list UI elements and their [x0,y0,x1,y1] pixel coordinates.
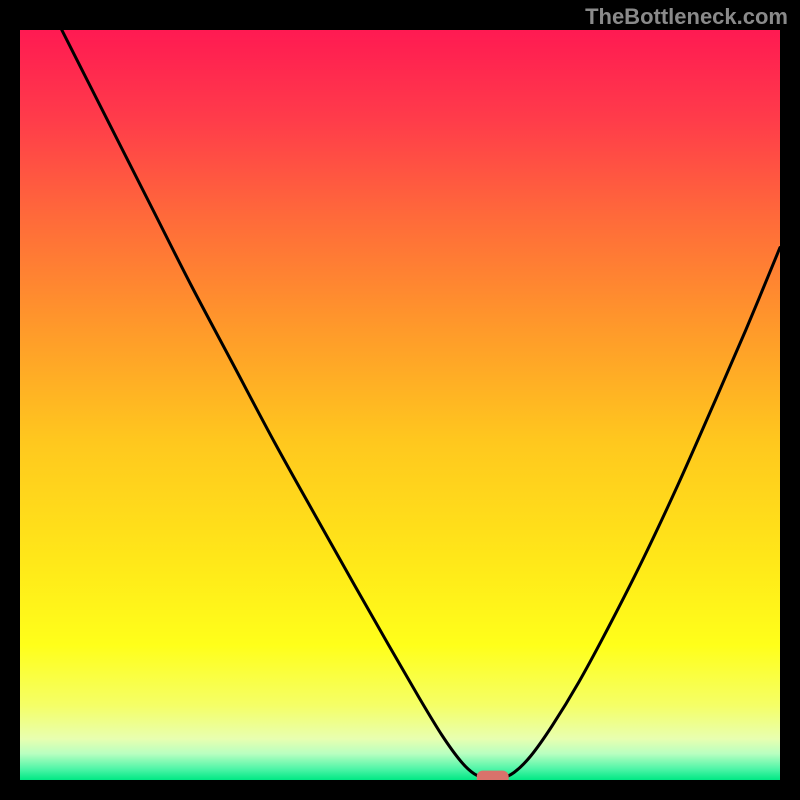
watermark-text: TheBottleneck.com [585,4,788,30]
optimum-marker [20,30,780,780]
plot-area [20,30,780,780]
